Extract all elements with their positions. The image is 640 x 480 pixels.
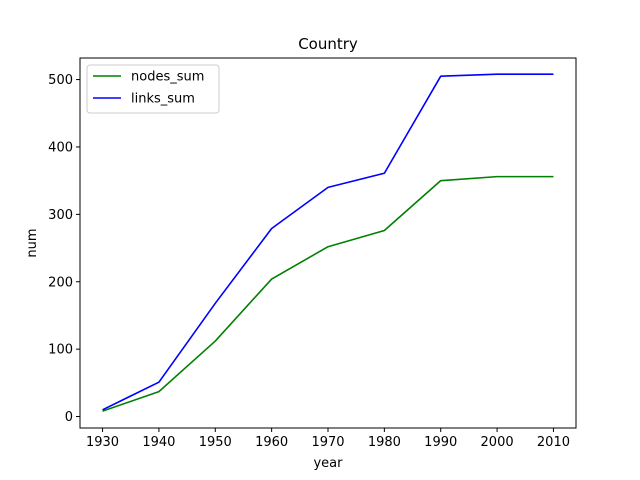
y-axis-ticks: 0 100 200 300 400 500 [48,73,80,425]
legend: nodes_sum links_sum [86,64,220,114]
legend-label-links-sum: links_sum [131,92,195,107]
y-tick-label: 100 [48,343,73,358]
x-tick-label: 1960 [255,435,288,450]
y-axis-label: num [25,228,40,257]
y-tick-label: 0 [65,410,73,425]
plot-area [102,73,554,412]
x-tick-label: 1930 [86,435,119,450]
x-tick-label: 2000 [481,435,514,450]
x-tick-label: 1980 [368,435,401,450]
legend-label-nodes-sum: nodes_sum [131,70,204,85]
chart-title: Country [298,35,358,53]
y-tick-label: 200 [48,275,73,290]
x-tick-label: 1950 [199,435,232,450]
y-tick-label: 300 [48,208,73,223]
y-tick-label: 400 [48,140,73,155]
y-tick-label: 500 [48,73,73,88]
x-tick-label: 1940 [142,435,175,450]
x-tick-label: 2010 [537,435,570,450]
series-line-nodes-sum [102,175,554,412]
x-axis-label: year [313,456,343,471]
series-line-links-sum [102,73,554,411]
x-axis-ticks: 1930 1940 1950 1960 1970 1980 1990 2000 2010 [86,428,570,450]
x-tick-label: 1990 [424,435,457,450]
legend-box [86,64,220,114]
x-tick-label: 1970 [311,435,344,450]
